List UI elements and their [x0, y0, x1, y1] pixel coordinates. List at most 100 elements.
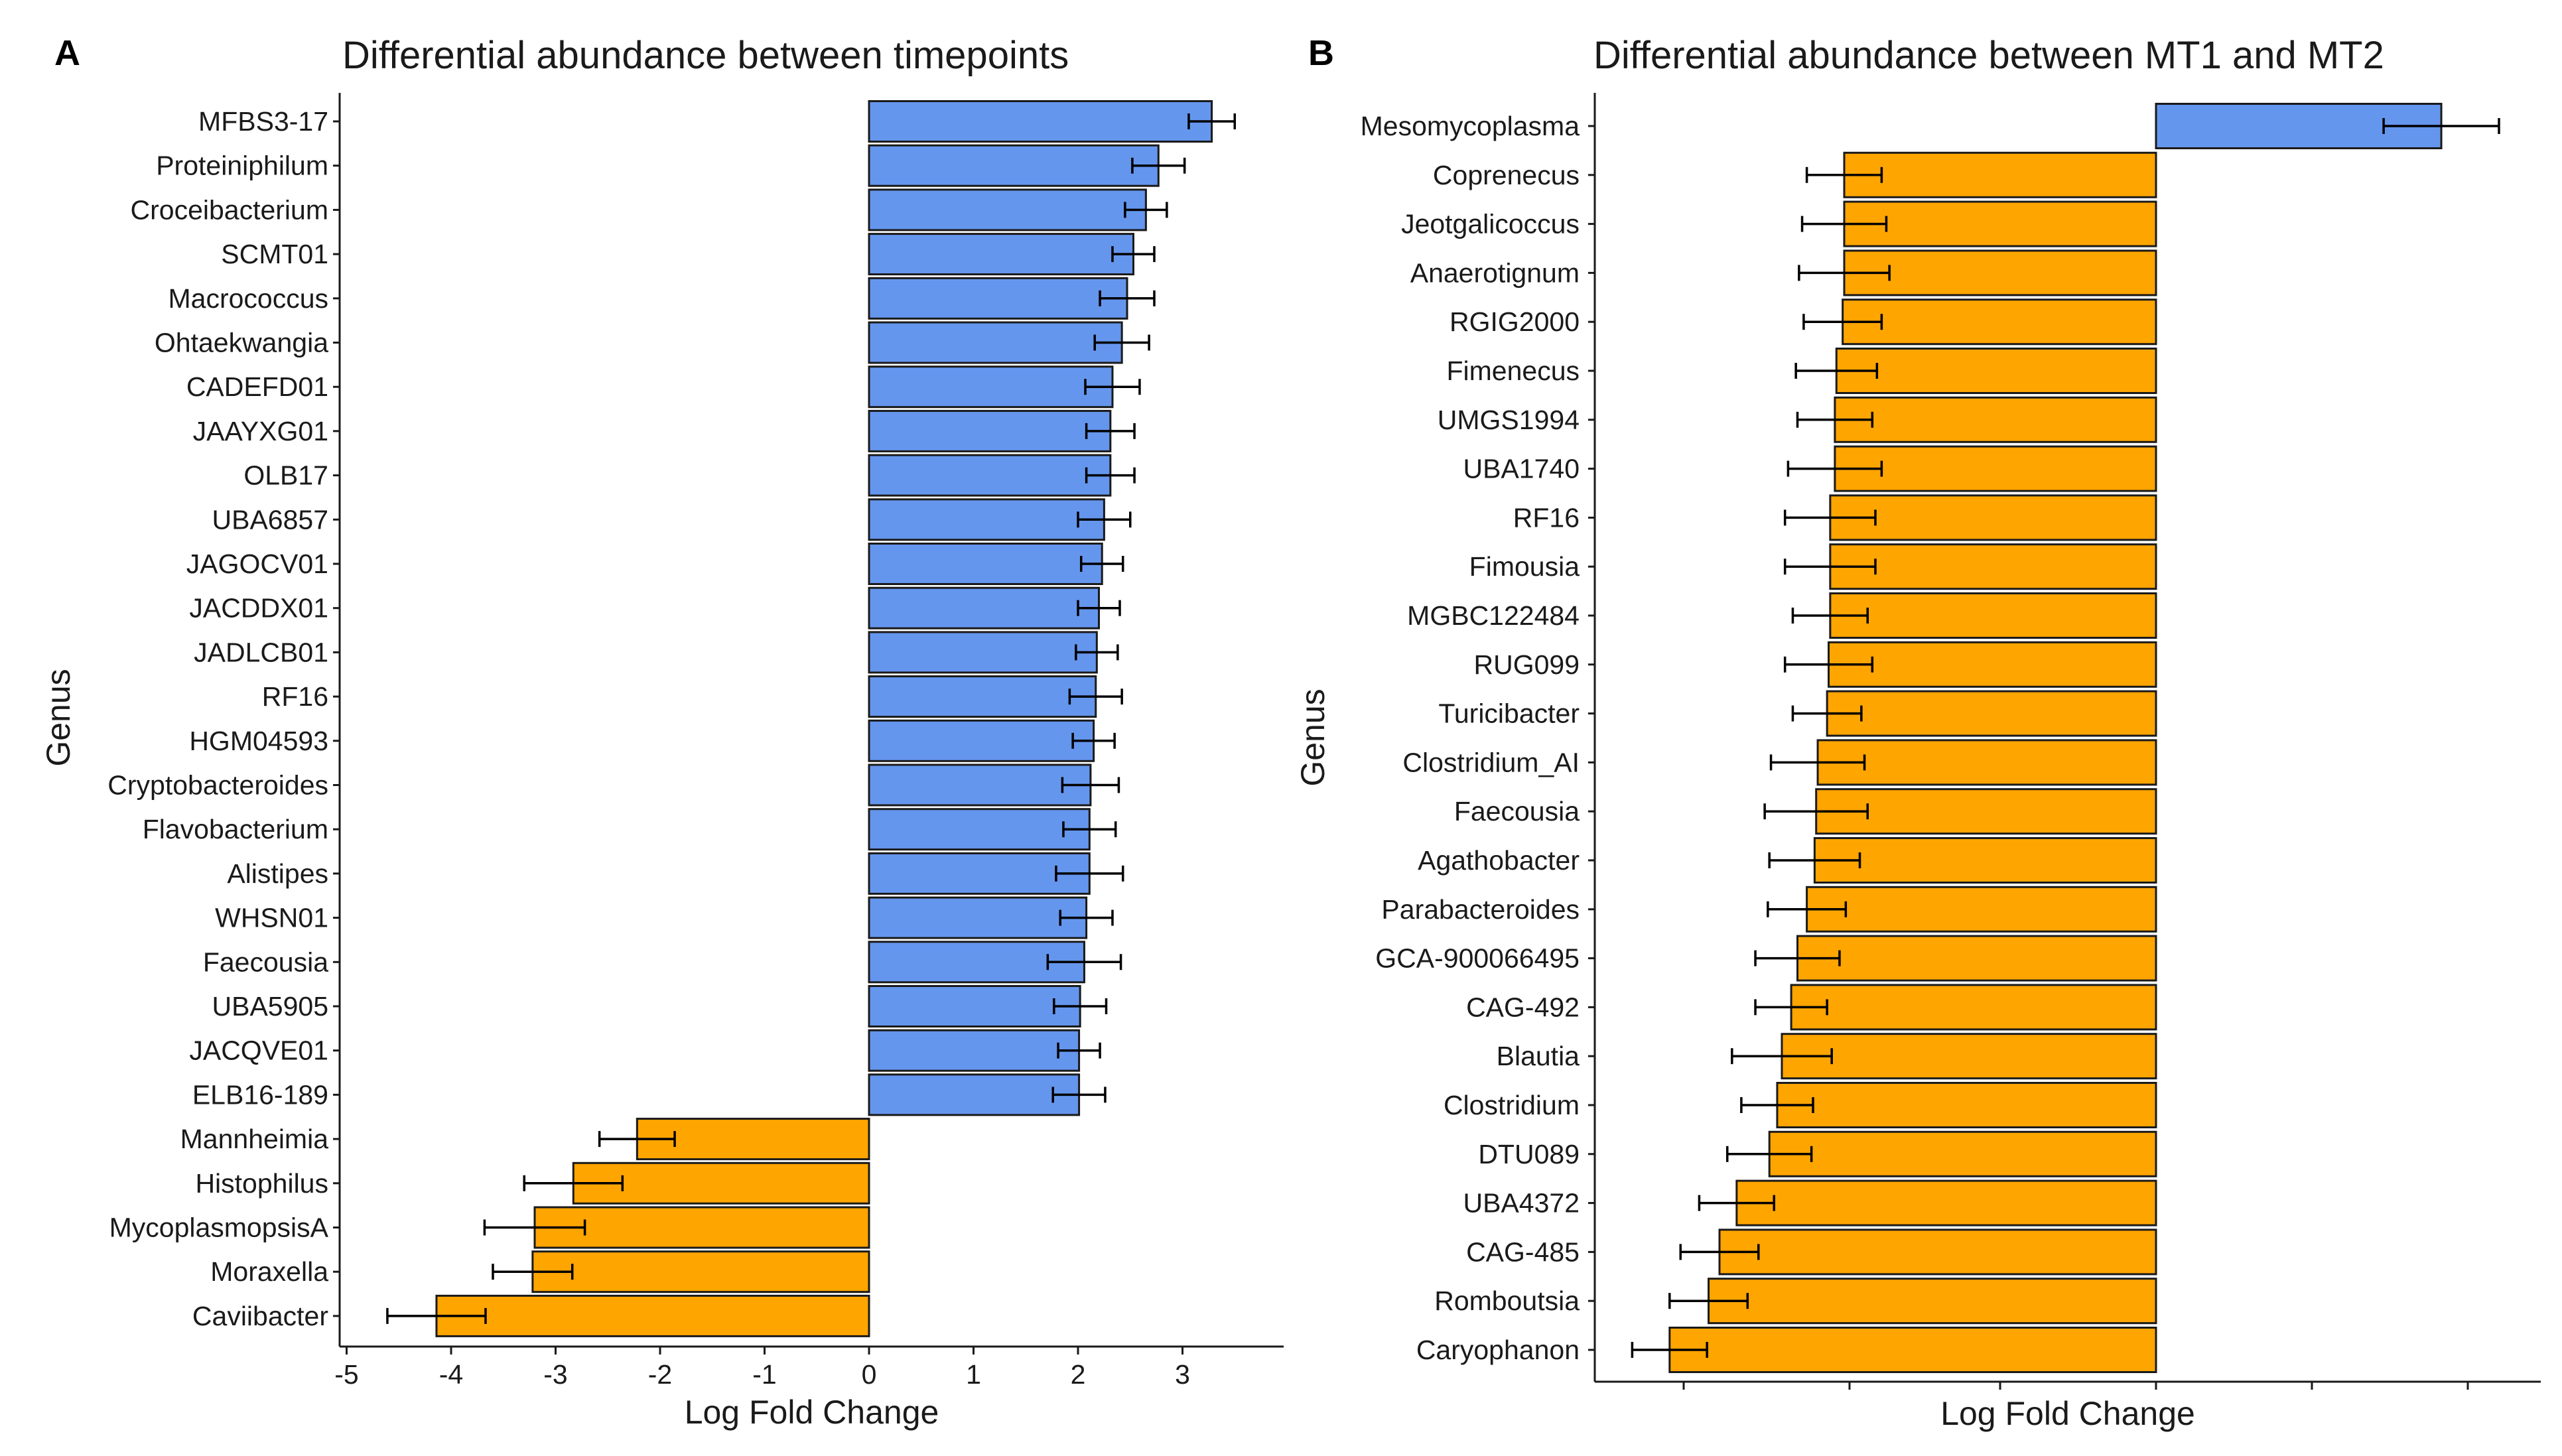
category-label: JACDDX01	[189, 593, 328, 624]
panel-label: B	[1308, 33, 1334, 73]
category-label: ELB16-189	[192, 1079, 328, 1110]
category-label: Coprenecus	[1433, 160, 1580, 190]
bar	[868, 454, 1112, 497]
category-label: HGM04593	[189, 726, 328, 756]
category-label: UBA4372	[1463, 1188, 1580, 1219]
bar	[1834, 396, 2157, 443]
bar	[868, 985, 1081, 1027]
bar	[533, 1206, 870, 1249]
bar	[1806, 886, 2157, 933]
bar	[868, 1029, 1081, 1072]
category-label: Parabacteroides	[1381, 894, 1580, 925]
x-tick-label: 3	[1175, 1359, 1190, 1390]
category-label: RGIG2000	[1450, 306, 1580, 337]
category-label: WHSN01	[215, 903, 328, 933]
bar	[1668, 1327, 2157, 1373]
x-tick-label: 0	[862, 1359, 877, 1390]
bar	[1829, 494, 2157, 541]
x-tick-label: -5	[334, 1359, 358, 1390]
bar	[1843, 151, 2157, 198]
category-label: Croceibacterium	[131, 194, 329, 225]
category-label: Fimenecus	[1446, 356, 1580, 386]
bar	[868, 188, 1147, 232]
category-label: CAG-492	[1466, 992, 1580, 1022]
category-label: Ohtaekwangia	[155, 328, 328, 358]
category-label: Turicibacter	[1438, 698, 1580, 729]
bar	[1768, 1130, 2157, 1177]
category-label: JAGOCV01	[186, 549, 328, 579]
category-label: UBA5905	[212, 991, 328, 1022]
bar	[868, 808, 1091, 851]
category-label: JAAYXG01	[193, 416, 328, 446]
bar	[868, 144, 1160, 187]
category-label: JACQVE01	[189, 1035, 328, 1066]
bar	[868, 896, 1088, 939]
bar	[1718, 1228, 2157, 1276]
bar	[868, 763, 1092, 807]
bar	[1834, 445, 2157, 492]
bar	[1735, 1179, 2157, 1226]
bar	[868, 498, 1105, 541]
bar	[1776, 1082, 2157, 1128]
bar	[868, 277, 1128, 320]
category-label: UMGS1994	[1438, 405, 1580, 435]
category-label: UBA6857	[212, 504, 328, 535]
bar	[1815, 788, 2157, 835]
bar	[868, 365, 1114, 409]
category-label: Caryophanon	[1416, 1335, 1580, 1365]
category-label: Anaerotignum	[1410, 257, 1580, 288]
category-label: Faecousia	[1454, 796, 1580, 827]
bar	[868, 100, 1213, 143]
bar	[868, 543, 1103, 585]
bar	[868, 409, 1112, 452]
bar	[868, 321, 1123, 364]
x-tick-label: 2	[1071, 1359, 1086, 1390]
bar	[868, 1073, 1081, 1116]
category-label: Proteiniphilum	[156, 151, 328, 181]
category-label: GCA-900066495	[1375, 943, 1580, 974]
x-tick-label: 1	[966, 1359, 981, 1390]
x-tick-label: -3	[543, 1359, 567, 1390]
category-label: Caviibacter	[192, 1301, 328, 1331]
panel-b-chart: B Differential abundance between MT1 and …	[1294, 33, 2541, 1432]
category-label: Flavobacterium	[143, 814, 328, 844]
x-axis-title: Log Fold Change	[1940, 1395, 2195, 1432]
bar	[1829, 592, 2157, 639]
bar	[868, 852, 1091, 895]
category-label: Romboutsia	[1434, 1286, 1580, 1316]
category-label: Jeotgalicoccus	[1401, 209, 1580, 239]
x-tick-label: -1	[752, 1359, 776, 1390]
category-label: Faecousia	[203, 947, 328, 977]
panel-label: A	[54, 33, 80, 73]
category-label: UBA1740	[1463, 454, 1580, 484]
category-label: RF16	[1513, 502, 1580, 533]
y-axis-title: Genus	[1294, 689, 1331, 786]
category-label: OLB17	[243, 460, 328, 491]
category-label: MGBC122484	[1407, 600, 1580, 631]
bar	[1781, 1033, 2157, 1080]
bar	[1813, 837, 2157, 884]
category-label: Clostridium_AI	[1402, 747, 1580, 777]
bar	[868, 719, 1095, 762]
category-label: Alistipes	[227, 858, 328, 889]
bar	[868, 233, 1134, 276]
category-label: CADEFD01	[186, 371, 328, 402]
x-axis-title: Log Fold Change	[685, 1394, 939, 1431]
category-label: RUG099	[1473, 649, 1580, 680]
bar	[1790, 984, 2157, 1031]
chart-title: Differential abundance between MT1 and M…	[1593, 34, 2384, 77]
bar	[531, 1250, 870, 1293]
bar	[1816, 739, 2157, 786]
category-label: MycoplasmopsisA	[109, 1213, 329, 1243]
category-label: Histophilus	[195, 1168, 328, 1199]
bar	[1826, 690, 2157, 737]
category-label: Agathobacter	[1418, 845, 1580, 876]
bar	[1708, 1278, 2157, 1325]
category-label: Clostridium	[1444, 1090, 1580, 1120]
bar	[868, 631, 1098, 674]
bar	[435, 1294, 870, 1337]
panel-a-chart: A Differential abundance between timepoin…	[40, 33, 1284, 1431]
category-label: MFBS3-17	[198, 106, 328, 137]
category-label: Blautia	[1497, 1041, 1580, 1071]
x-tick-label: -4	[439, 1359, 463, 1390]
